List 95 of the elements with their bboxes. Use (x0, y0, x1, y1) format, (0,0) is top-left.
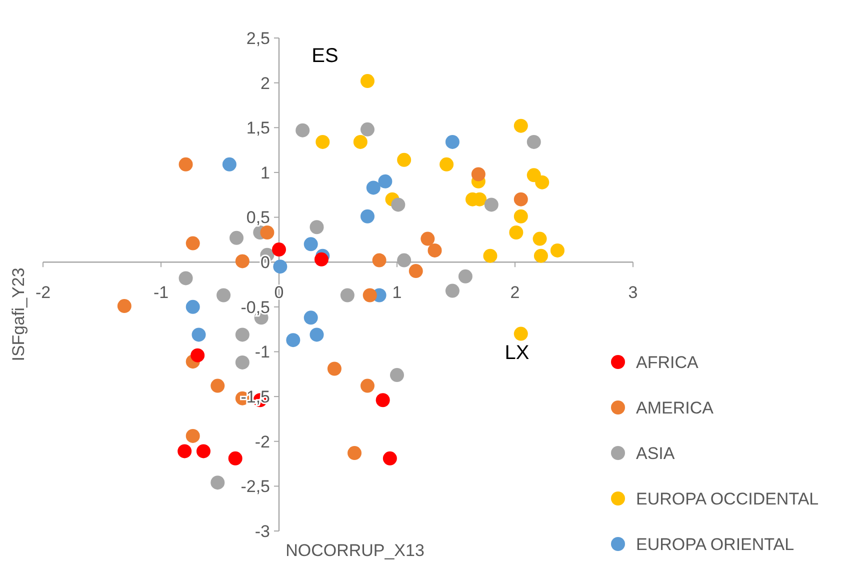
y-tick-label: 1,5 (246, 118, 270, 138)
point (408, 264, 423, 278)
point (186, 428, 200, 443)
x-tick-label: 3 (628, 283, 638, 302)
point (376, 393, 390, 408)
point (526, 134, 541, 149)
point (296, 123, 310, 138)
y-axis-title: ISFgafi_Y23 (9, 268, 28, 362)
point (534, 248, 548, 263)
point (360, 74, 374, 88)
legend-label: ASIA (636, 444, 676, 463)
point (235, 254, 250, 268)
y-tick-label: -0,5 (240, 298, 270, 317)
point (310, 328, 324, 342)
point (390, 368, 404, 382)
point (310, 220, 324, 234)
point (397, 152, 412, 167)
point (178, 157, 193, 172)
point (340, 288, 354, 302)
point (314, 252, 328, 266)
point (445, 284, 460, 298)
x-tick-label: -1 (153, 283, 169, 302)
point (382, 451, 397, 466)
point (362, 288, 377, 302)
point (550, 243, 564, 258)
point (178, 444, 192, 458)
x-tick-label: 0 (274, 283, 284, 302)
y-tick-label: 0 (260, 253, 270, 272)
point (484, 198, 498, 212)
legend-label: EUROPA OCCIDENTAL (636, 489, 819, 508)
point (304, 237, 318, 252)
point (348, 446, 362, 460)
point (353, 134, 368, 149)
y-tick-label: -3 (254, 522, 270, 541)
point (235, 328, 250, 342)
y-tick-label: 0,5 (246, 208, 270, 228)
point (190, 348, 205, 362)
point (360, 122, 374, 136)
y-tick-label: 2 (260, 74, 270, 93)
point (117, 299, 132, 314)
point (391, 198, 406, 212)
x-axis-title: NOCORRUP_X13 (286, 541, 424, 560)
point (535, 175, 550, 190)
point (458, 269, 472, 284)
y-tick-label: 1 (260, 163, 270, 182)
x-tick-label: -2 (35, 283, 51, 302)
y-tick-label: 2,5 (246, 28, 270, 48)
y-tick-label: -1,5 (240, 387, 270, 406)
point (222, 157, 236, 172)
point (186, 300, 200, 314)
x-tick-label: 2 (510, 283, 520, 302)
legend-label: EUROPA ORIENTAL (636, 534, 794, 554)
point (514, 118, 528, 133)
point (230, 230, 244, 245)
y-tick-label: -2 (254, 432, 270, 452)
point (304, 310, 318, 325)
point (360, 378, 374, 393)
y-tick-label: -2,5 (240, 477, 270, 496)
point (216, 288, 231, 302)
annotation: LX (504, 342, 530, 364)
point (397, 253, 412, 268)
point (228, 451, 242, 466)
point (260, 226, 274, 240)
point (509, 226, 524, 240)
point (514, 326, 528, 341)
point (210, 378, 225, 393)
point (483, 248, 498, 263)
point (210, 476, 225, 490)
point (445, 134, 460, 149)
point (471, 167, 486, 182)
point (178, 271, 193, 286)
point (366, 180, 380, 195)
point (360, 209, 374, 224)
point (186, 236, 200, 250)
point (286, 333, 300, 348)
x-tick-label: 1 (392, 283, 402, 302)
legend-label: AMERICA (636, 398, 714, 418)
annotation: ES (312, 45, 338, 67)
point (273, 260, 288, 274)
point (192, 328, 206, 342)
point (316, 134, 330, 149)
point (420, 232, 435, 246)
point (440, 157, 454, 172)
point (514, 209, 528, 224)
point (428, 243, 442, 258)
point (372, 253, 386, 268)
y-tick-label: -1 (254, 342, 270, 362)
point (532, 232, 547, 246)
point (196, 444, 210, 458)
point (514, 192, 528, 206)
point (378, 174, 392, 188)
legend-label: AFRICA (636, 352, 699, 372)
point (272, 242, 286, 257)
point (235, 355, 250, 370)
point (327, 362, 342, 376)
